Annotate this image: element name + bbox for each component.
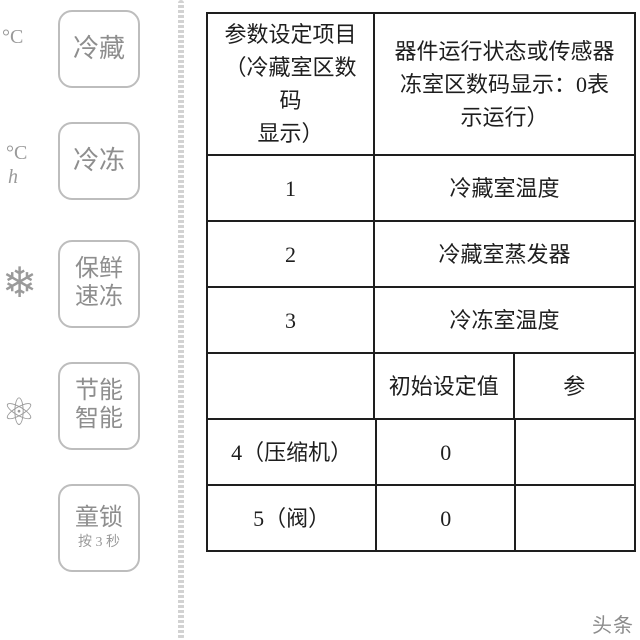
- vertical-divider: [178, 0, 184, 640]
- button-lock-sublabel: 按 3 秒: [78, 535, 120, 551]
- cell-r4-c3: [515, 419, 635, 485]
- header-col2-l2: 冻室区数码显示：0表: [400, 72, 609, 97]
- parameter-table-lower: 4（压缩机） 0 5（阀） 0: [206, 418, 636, 552]
- cell-r3-c1: 3: [207, 287, 374, 353]
- cell-r5-c3: [515, 485, 635, 551]
- parameter-table-wrap: 参数设定项目 （冷藏室区数码 显示） 器件运行状态或传感器 冻室区数码显示：0表…: [206, 12, 636, 552]
- button-freeze-label: 冷冻: [73, 146, 125, 176]
- button-fresh-label-2: 速冻: [75, 284, 123, 312]
- button-fridge-label: 冷藏: [73, 34, 125, 64]
- button-lock-label: 童锁: [75, 505, 123, 533]
- table-row: 3 冷冻室温度: [207, 287, 635, 353]
- left-control-panel: °C 冷藏 °C h 冷冻 ❄ 保鲜 速冻 ⚛ 节能 智能 童锁 按 3 秒: [0, 0, 170, 640]
- button-fridge[interactable]: 冷藏: [58, 10, 140, 88]
- header-col2: 器件运行状态或传感器 冻室区数码显示：0表 示运行）: [374, 13, 635, 155]
- subhdr-c2: 初始设定值: [374, 353, 514, 419]
- watermark: 头条: [592, 609, 634, 638]
- button-eco-smart[interactable]: 节能 智能: [58, 362, 140, 450]
- snowflake-icon: ❄: [2, 258, 37, 308]
- cell-r1-c2: 冷藏室温度: [374, 155, 635, 221]
- header-col1-l3: 显示）: [258, 121, 324, 146]
- cell-r5-c1: 5（阀）: [207, 485, 376, 551]
- temp-unit-2-sub: h: [8, 166, 18, 189]
- button-eco-label-1: 节能: [75, 378, 123, 406]
- subhdr-c3: 参: [514, 353, 635, 419]
- cell-r1-c1: 1: [207, 155, 374, 221]
- cell-r3-c2: 冷冻室温度: [374, 287, 635, 353]
- header-col1-l1: 参数设定项目: [225, 22, 357, 47]
- table-row: 2 冷藏室蒸发器: [207, 221, 635, 287]
- cell-r4-c2: 0: [376, 419, 515, 485]
- button-child-lock[interactable]: 童锁 按 3 秒: [58, 484, 140, 572]
- header-col2-l1: 器件运行状态或传感器: [395, 39, 615, 64]
- cell-r2-c2: 冷藏室蒸发器: [374, 221, 635, 287]
- button-fresh-label-1: 保鲜: [75, 256, 123, 284]
- cell-group-c1: [207, 353, 374, 419]
- temp-unit-1: °C: [2, 26, 23, 49]
- button-freeze[interactable]: 冷冻: [58, 122, 140, 200]
- button-eco-label-2: 智能: [75, 406, 123, 434]
- cell-r4-c1: 4（压缩机）: [207, 419, 376, 485]
- table-row: 5（阀） 0: [207, 485, 635, 551]
- parameter-table: 参数设定项目 （冷藏室区数码 显示） 器件运行状态或传感器 冻室区数码显示：0表…: [206, 12, 636, 420]
- header-col2-l3: 示运行）: [461, 105, 549, 130]
- table-subheader-row: 初始设定值 参: [207, 353, 635, 419]
- table-row: 1 冷藏室温度: [207, 155, 635, 221]
- table-header-row: 参数设定项目 （冷藏室区数码 显示） 器件运行状态或传感器 冻室区数码显示：0表…: [207, 13, 635, 155]
- button-fresh-quickfreeze[interactable]: 保鲜 速冻: [58, 240, 140, 328]
- atom-icon: ⚛: [2, 390, 36, 435]
- header-col1: 参数设定项目 （冷藏室区数码 显示）: [207, 13, 374, 155]
- table-row: 4（压缩机） 0: [207, 419, 635, 485]
- cell-r2-c1: 2: [207, 221, 374, 287]
- cell-r5-c2: 0: [376, 485, 515, 551]
- header-col1-l2: （冷藏室区数码: [225, 55, 357, 113]
- temp-unit-2: °C: [6, 142, 27, 165]
